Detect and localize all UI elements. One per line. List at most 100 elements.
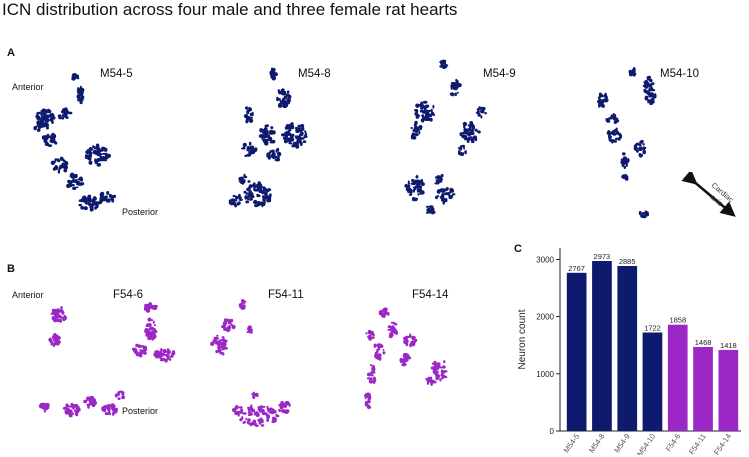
neuron-dot	[245, 200, 250, 204]
neuron-dot	[449, 92, 455, 96]
neuron-dot	[268, 151, 271, 155]
neuron-dot	[271, 408, 275, 411]
neuron-dot	[75, 412, 79, 417]
neuron-dot	[99, 192, 102, 197]
neuron-dot	[96, 158, 101, 162]
neuron-dot	[275, 148, 279, 151]
neuron-dot	[74, 409, 79, 414]
neuron-dot	[259, 405, 263, 409]
neuron-dot	[43, 409, 47, 413]
neuron-dot	[261, 201, 266, 205]
neuron-dot	[299, 128, 303, 133]
neuron-dot	[416, 179, 420, 184]
heart-label-m54-10: M54-10	[660, 68, 699, 80]
heart-m54-8-scatter	[228, 67, 308, 208]
neuron-dot	[370, 364, 373, 367]
neuron-dot	[368, 380, 373, 383]
neuron-dot	[147, 336, 152, 341]
neuron-dot	[617, 137, 621, 141]
neuron-dot	[65, 407, 70, 411]
y-tick-label: 2000	[536, 313, 554, 322]
neuron-dot	[104, 404, 108, 408]
neuron-dot	[70, 402, 74, 407]
neuron-dot	[276, 96, 279, 102]
neuron-dot	[410, 127, 414, 129]
neuron-dot	[252, 419, 257, 424]
heart-label-f54-6: F54-6	[113, 289, 144, 301]
neuron-dot	[152, 336, 155, 340]
neuron-dot	[393, 330, 398, 334]
x-tick-label: F54-14	[712, 432, 733, 455]
neuron-dot	[469, 123, 475, 127]
neuron-dot	[366, 377, 371, 380]
neuron-dot	[441, 188, 446, 193]
x-tick-label: M54-9	[612, 432, 632, 455]
neuron-dot	[389, 332, 393, 336]
neuron-dot	[245, 119, 249, 124]
neuron-dot	[477, 113, 481, 117]
neuron-dot	[281, 133, 286, 137]
neuron-dot	[456, 82, 460, 85]
neuron-dot	[85, 202, 88, 205]
neuron-dot	[88, 400, 92, 403]
neuron-dot	[94, 151, 98, 154]
neuron-dot	[257, 418, 261, 422]
x-tick-label: F54-6	[664, 432, 683, 453]
neuron-dot	[78, 92, 81, 98]
neuron-dot	[88, 402, 93, 406]
neuron-dot	[263, 412, 268, 415]
neuron-dot	[432, 380, 436, 384]
neuron-dot	[467, 132, 471, 137]
neuron-dot	[80, 90, 83, 94]
neuron-dot	[419, 186, 422, 191]
neuron-dot	[378, 355, 382, 359]
neuron-dot	[251, 148, 254, 152]
neuron-dot	[279, 100, 284, 104]
neuron-dot	[294, 135, 299, 138]
neuron-dot	[420, 190, 425, 195]
neuron-dot	[56, 308, 60, 313]
neuron-dot	[52, 167, 56, 171]
neuron-dot	[422, 104, 425, 109]
neuron-dot	[99, 197, 103, 201]
neuron-dot	[464, 150, 467, 155]
neuron-dot	[615, 132, 620, 135]
neuron-dot	[631, 68, 636, 74]
neuron-dot	[415, 130, 418, 134]
neuron-dot	[266, 130, 269, 135]
bar-value-label: 2973	[594, 252, 611, 261]
neuron-dot	[38, 124, 43, 128]
neuron-dot	[171, 350, 176, 354]
neuron-dot	[268, 411, 271, 414]
neuron-dot	[93, 146, 96, 150]
neuron-dot	[65, 163, 67, 168]
neuron-dot	[441, 371, 445, 374]
neuron-dot	[257, 406, 261, 409]
neuron-dot	[411, 336, 415, 341]
neuron-dot	[247, 325, 252, 330]
neuron-dot	[250, 404, 253, 410]
neuron-dot	[97, 145, 100, 150]
neuron-dot	[163, 349, 167, 354]
neuron-dot	[111, 407, 116, 412]
neuron-dot	[248, 423, 253, 426]
cardiac-axis-arrow: Cardiac axis	[681, 172, 736, 217]
neuron-dot	[424, 111, 428, 116]
neuron-count-bar-chart: 0 1000 2000 3000 Neuron count 2767 M54-5 2973 M5…	[517, 248, 741, 455]
neuron-dot	[244, 106, 248, 110]
neuron-dot	[644, 82, 649, 86]
x-tick-label: M54-8	[587, 432, 607, 455]
neuron-dot	[369, 335, 372, 339]
heart-m54-10-scatter	[597, 67, 657, 219]
neuron-dot	[463, 137, 468, 141]
neuron-dot	[74, 76, 78, 79]
neuron-dot	[248, 106, 251, 111]
neuron-dot	[274, 410, 277, 414]
neuron-dot	[241, 299, 245, 304]
neuron-dot	[432, 104, 435, 109]
neuron-dot	[104, 412, 109, 416]
neuron-dot	[366, 372, 372, 377]
neuron-dot	[400, 360, 403, 364]
neuron-dot	[426, 378, 432, 383]
neuron-dot	[441, 192, 445, 198]
